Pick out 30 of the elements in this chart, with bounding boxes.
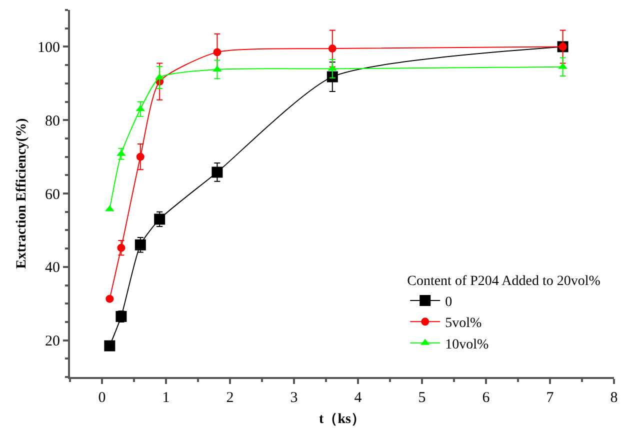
legend-title: Content of P204 Added to 20vol% xyxy=(407,274,601,289)
x-tick-label: 0 xyxy=(98,390,106,406)
point xyxy=(117,244,126,252)
y-tick-label: 60 xyxy=(45,186,60,203)
point xyxy=(213,48,222,56)
y-tick-label: 80 xyxy=(45,113,60,130)
x-tick-label: 7 xyxy=(546,390,554,406)
legend-label: 10vol% xyxy=(445,337,490,352)
x-tick-label: 2 xyxy=(226,390,234,406)
point xyxy=(328,44,336,53)
point xyxy=(134,239,146,250)
point xyxy=(154,214,166,225)
x-tick-label: 1 xyxy=(162,390,170,406)
point xyxy=(212,166,223,178)
x-tick-label: 4 xyxy=(354,390,362,406)
y-tick-label: 40 xyxy=(45,260,60,276)
point xyxy=(106,294,114,303)
point xyxy=(326,71,338,82)
point xyxy=(136,152,144,161)
x-tick-label: 5 xyxy=(418,390,426,406)
x-axis-title: t（ks） xyxy=(319,412,365,427)
x-tick-label: 3 xyxy=(290,390,298,406)
legend-label: 5vol% xyxy=(445,316,482,332)
legend-label: 0 xyxy=(445,294,452,310)
x-tick-label: 6 xyxy=(482,390,490,406)
point xyxy=(104,340,116,352)
x-tick-label: 8 xyxy=(610,390,618,406)
y-tick-label: 20 xyxy=(45,334,60,350)
y-axis-title: Extraction Efficiency(%) xyxy=(14,118,30,269)
y-tick-label: 100 xyxy=(38,40,60,56)
